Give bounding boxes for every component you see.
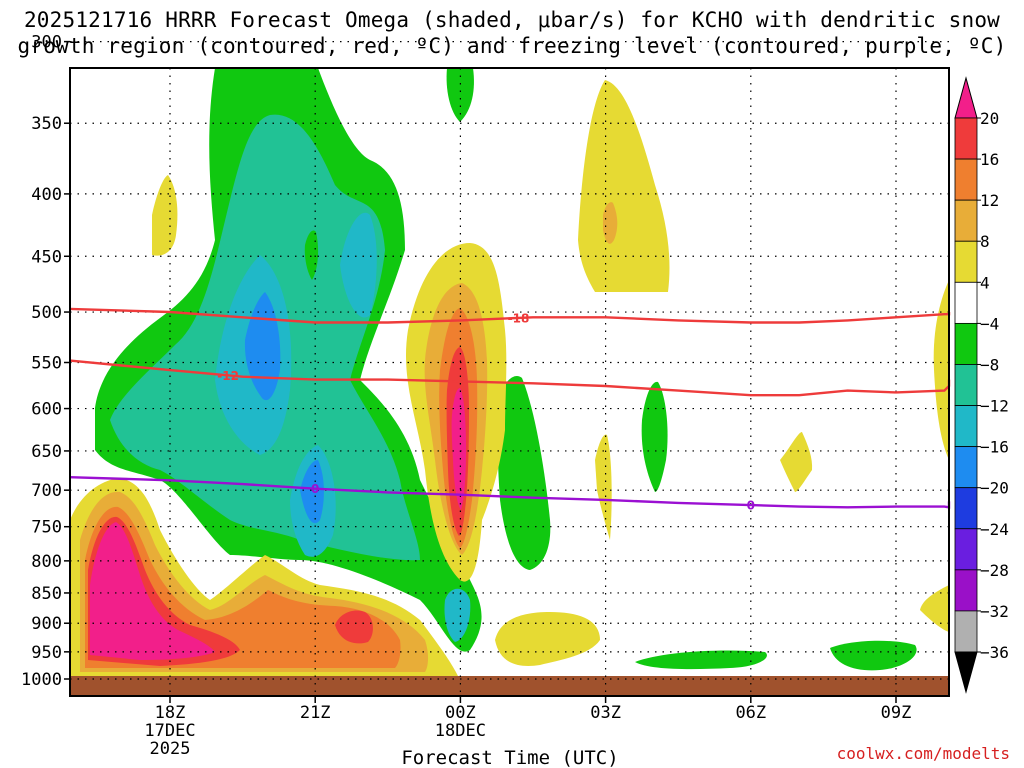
colorbar-box-11 [954, 569, 978, 612]
colorbar-label-5: −4 [980, 314, 999, 333]
contour-label-dgz_bottom-0: -12 [217, 369, 239, 383]
omega-region-red-cell [335, 610, 373, 644]
x-tick-label-09Z-0: 09Z [881, 703, 912, 723]
colorbar-label-11: −28 [980, 561, 1009, 580]
y-tick-label-600: 600 [31, 400, 62, 420]
contour-dgz_bottom [69, 359, 951, 397]
omega-region-green-low-1 [635, 650, 767, 670]
colorbar-box-12 [954, 610, 978, 653]
colorbar-bottom-arrow [954, 651, 978, 694]
x-tick-label-18Z-1: 17DEC [144, 721, 195, 741]
colorbar-box-9 [954, 487, 978, 530]
omega-region-green-cell-03z [641, 381, 668, 492]
colorbar-label-4: 4 [980, 273, 990, 292]
colorbar-box-10 [954, 528, 978, 571]
omega-region-green-low-2 [830, 640, 917, 671]
y-tick-label-700: 700 [31, 481, 62, 501]
omega-region-green-top [446, 68, 474, 122]
ground-surface [70, 676, 949, 696]
colorbar-box-7 [954, 405, 978, 448]
colorbar-box-1 [954, 158, 978, 201]
omega-region-yellow-low [495, 612, 600, 666]
y-tick-label-350: 350 [31, 114, 62, 134]
colorbar-label-6: −8 [980, 355, 999, 374]
omega-region-yellow-06z [780, 432, 813, 492]
y-tick-label-550: 550 [31, 354, 62, 374]
chart-title-line-2: growth region (contoured, red, ºC) and f… [17, 34, 1007, 58]
contour-label-freezing-0: 0 [311, 482, 319, 496]
x-tick-label-06Z-0: 06Z [735, 703, 766, 723]
y-tick-label-850: 850 [31, 584, 62, 604]
colorbar-box-6 [954, 364, 978, 406]
chart-title-line-1: 2025121716 HRRR Forecast Omega (shaded, … [23, 8, 1001, 32]
y-tick-label-300: 300 [31, 33, 62, 53]
omega-region-green-small [304, 230, 319, 280]
temperature-contours: -18 -12 0 0 [69, 307, 951, 513]
y-tick-label-800: 800 [31, 552, 62, 572]
colorbar-label-3: 8 [980, 232, 990, 251]
y-tick-label-650: 650 [31, 442, 62, 462]
x-tick-label-18Z-0: 18Z [155, 703, 186, 723]
omega-region-magenta-00z [451, 388, 466, 510]
omega-region-yellow-upper-left [152, 175, 178, 256]
contour-freezing [69, 476, 951, 509]
omega-region-blue-2 [300, 460, 324, 524]
contour-label-dgz_top-0: -18 [508, 311, 530, 325]
x-axis-label: Forecast Time (UTC) [401, 747, 618, 768]
omega-region-yellow-right-lower [920, 585, 949, 632]
y-tick-label-450: 450 [31, 247, 62, 267]
colorbar-label-10: −24 [980, 520, 1009, 539]
x-tick-label-00Z-0: 00Z [445, 703, 476, 723]
colorbar-box-4 [954, 281, 978, 324]
colorbar-label-2: 12 [980, 191, 999, 210]
omega-region-magenta-lower-left [90, 522, 215, 660]
contour-label-freezing-1: 0 [747, 499, 755, 513]
colorbar-box-3 [954, 240, 978, 283]
omega-region-yellow-streak [595, 434, 612, 540]
x-tick-label-21Z-0: 21Z [300, 703, 331, 723]
colorbar-box-8 [954, 446, 978, 489]
y-tick-label-1000: 1000 [21, 670, 62, 690]
colorbar-box-5 [954, 322, 978, 365]
x-tick-label-18Z-2: 2025 [150, 739, 191, 759]
omega-region-cyan-3 [340, 212, 377, 318]
source-credit: coolwx.com/modelts [836, 744, 1010, 763]
omega-region-yellow-03z [578, 80, 670, 292]
omega-shading [70, 68, 949, 680]
colorbar-box-2 [954, 199, 978, 242]
x-tick-label-03Z-0: 03Z [590, 703, 621, 723]
y-tick-label-950: 950 [31, 643, 62, 663]
y-tick-label-500: 500 [31, 303, 62, 323]
colorbar-top-arrow [954, 76, 978, 119]
omega-region-green-column [497, 375, 551, 570]
colorbar-label-7: −12 [980, 397, 1009, 416]
x-tick-label-00Z-1: 18DEC [435, 721, 486, 741]
colorbar-label-12: −32 [980, 602, 1009, 621]
colorbar-box-0 [954, 117, 978, 160]
colorbar-label-0: 20 [980, 109, 999, 128]
colorbar-label-9: −20 [980, 479, 1009, 498]
y-tick-label-750: 750 [31, 518, 62, 538]
y-axis-ticks: 2503003504004505005506006507007508008509… [21, 33, 70, 690]
omega-region-gold-03z [603, 202, 618, 244]
colorbar-label-8: −16 [980, 438, 1009, 457]
colorbar-label-1: 16 [980, 150, 999, 169]
colorbar-label-13: −36 [980, 643, 1009, 662]
omega-region-cyan-4 [444, 588, 471, 642]
contour-dgz_top [69, 307, 951, 324]
plot-frame [69, 67, 950, 697]
y-tick-label-400: 400 [31, 185, 62, 205]
y-tick-label-900: 900 [31, 614, 62, 634]
colorbar: 20 16 12 8 4 −4 −8 −12 −16 −20 −24 −28 −32 −36 [954, 76, 1009, 694]
omega-region-yellow-right-upper [933, 280, 949, 460]
